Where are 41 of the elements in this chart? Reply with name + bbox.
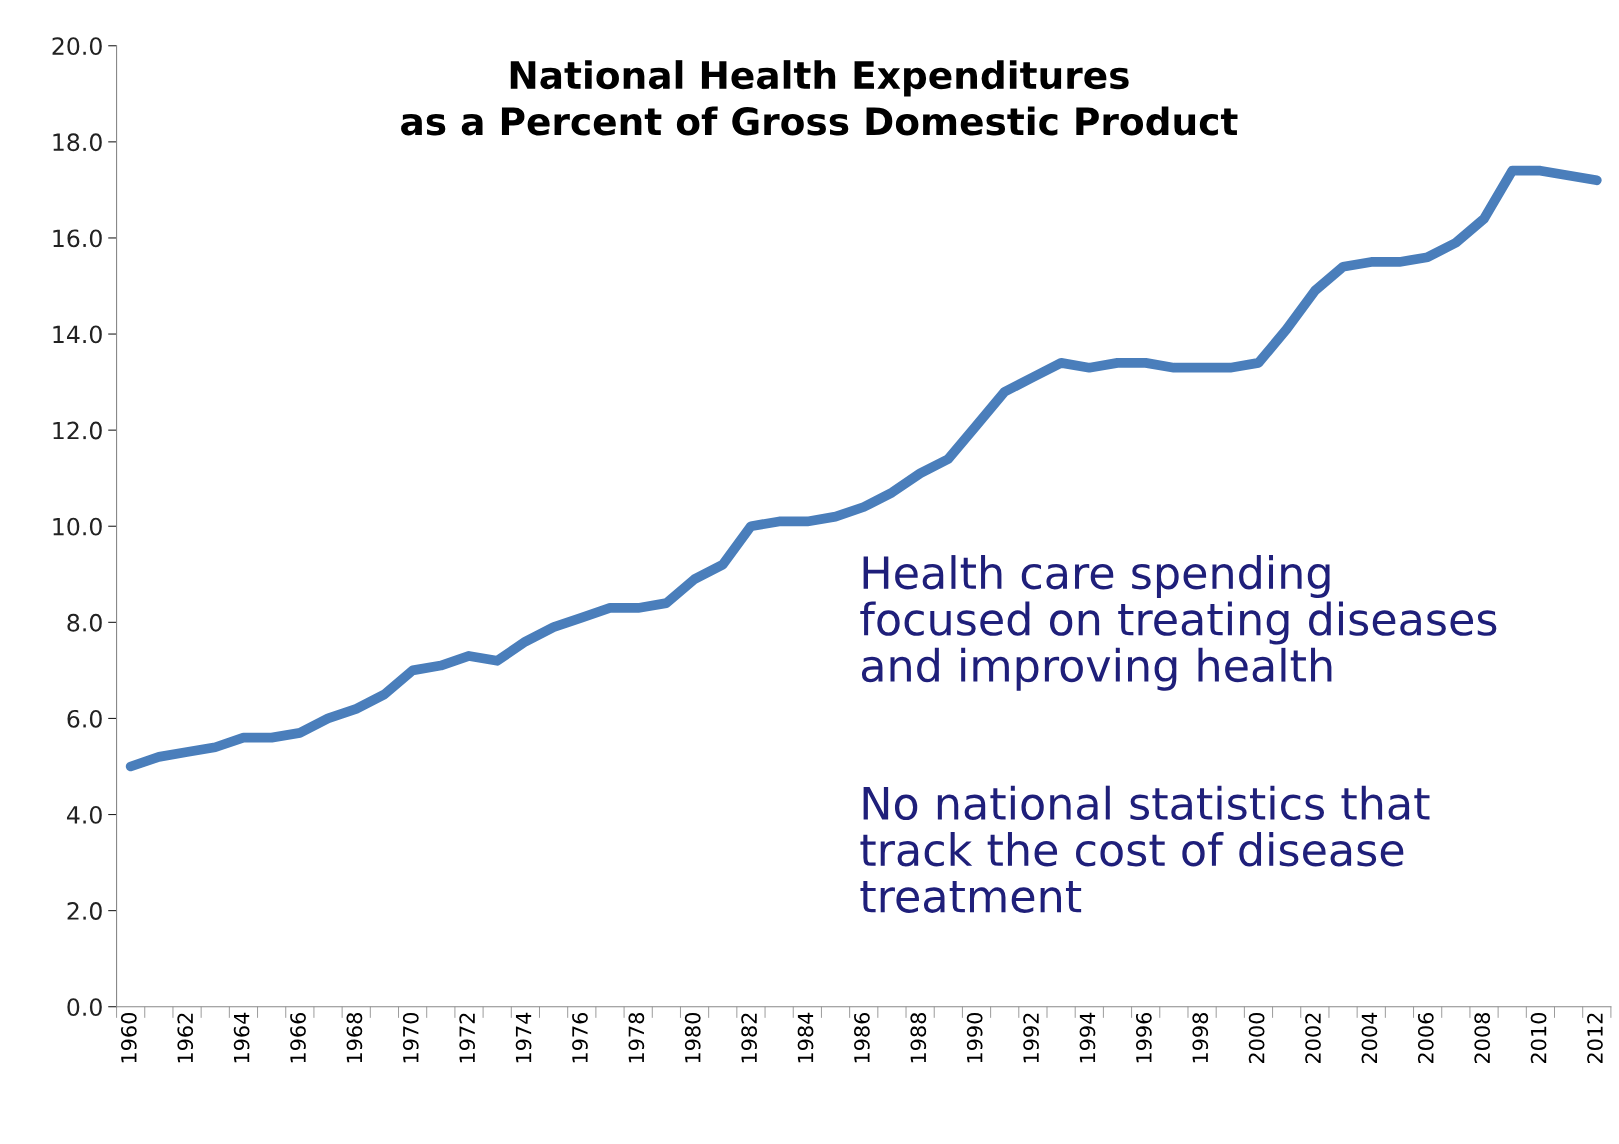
x-tick-label: 2004 (1361, 1012, 1378, 1064)
x-tick-label: 1984 (797, 1012, 814, 1063)
x-tick-label: 1974 (515, 1012, 532, 1063)
x-tick-label: 1976 (572, 1012, 588, 1063)
x-tick-label: 2010 (1530, 1012, 1547, 1064)
y-tick-label: 16.0 (53, 229, 102, 248)
x-tick-label: 1986 (854, 1012, 870, 1063)
x-tick-label: 1996 (1135, 1012, 1152, 1063)
annotation: Health care spending focused on treating diseases and improving health (860, 555, 1497, 691)
annotation: No national statistics that track the cost of disease treatment (860, 785, 1430, 913)
x-tick-label: 2006 (1417, 1012, 1434, 1064)
x-tick-label: 1966 (290, 1012, 306, 1063)
x-tick-label: 1992 (1023, 1013, 1039, 1063)
y-tick-label: 2.0 (67, 902, 102, 920)
x-tick-label: 2000 (1248, 1012, 1265, 1064)
x-tick-label: 1970 (402, 1012, 419, 1063)
x-tick-label: 2008 (1474, 1013, 1491, 1064)
y-tick-label: 0.0 (67, 998, 102, 1017)
x-tick-label: 1964 (233, 1012, 250, 1063)
y-tick-label: 4.0 (66, 805, 102, 824)
x-tick-label: 2002 (1305, 1013, 1321, 1064)
y-tick-label: 6.0 (67, 709, 102, 728)
x-tick-label: 1994 (1079, 1012, 1096, 1063)
x-tick-label: 1988 (910, 1013, 927, 1063)
x-tick-label: 1980 (684, 1012, 701, 1063)
x-tick-label: 1998 (1192, 1013, 1209, 1063)
x-tick-label: 2012 (1587, 1013, 1603, 1064)
y-tick-label: 14.0 (53, 325, 102, 344)
x-tick-label: 1990 (966, 1012, 983, 1063)
y-tick-label: 20.0 (52, 37, 102, 56)
x-tick-label: 1978 (628, 1013, 645, 1063)
text: National Health Expenditures as a Percent of Gross Domestic Product (401, 60, 1238, 136)
x-tick-label: 1962 (177, 1013, 194, 1063)
y-tick-label: 10.0 (53, 517, 102, 536)
x-tick-label: 1960 (120, 1012, 137, 1063)
y-tick-label: 18.0 (53, 133, 102, 152)
x-tick-label: 1982 (741, 1013, 757, 1063)
y-tick-label: 12.0 (53, 421, 102, 440)
x-tick-label: 1972 (459, 1013, 476, 1063)
y-tick-label: 8.0 (67, 613, 102, 632)
x-tick-label: 1968 (346, 1013, 363, 1063)
